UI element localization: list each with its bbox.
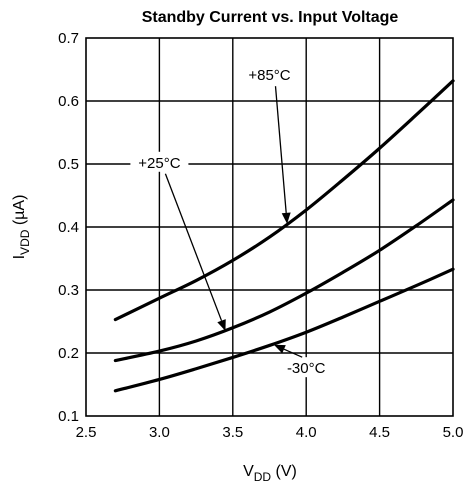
- x-tick-label: 3.0: [149, 424, 170, 441]
- x-axis-label: VDD (V): [243, 463, 297, 484]
- series-line-1: [113, 198, 455, 363]
- annotation-arrow-line: [164, 173, 223, 321]
- chart-title: Standby Current vs. Input Voltage: [142, 9, 399, 26]
- series-layer: [113, 79, 455, 393]
- y-tick-label: 0.5: [58, 156, 79, 173]
- annotation-arrow-line: [283, 348, 303, 358]
- y-tick-label: 0.1: [58, 408, 79, 425]
- x-tick-label: 5.0: [443, 424, 464, 441]
- annotation-bg: [130, 151, 189, 172]
- plot-frame: [85, 37, 454, 417]
- x-tick-label: 4.5: [369, 424, 390, 441]
- tick-labels: 2.5 3.0 3.5 4.0 4.5 5.0 0.1 0.2 0.3 0.4 0.5 0.6 0.7: [58, 30, 463, 441]
- y-tick-label: 0.7: [58, 30, 79, 47]
- series-line-2: [113, 267, 455, 393]
- annotation-arrowhead: [281, 212, 291, 224]
- annotation-arrowhead: [273, 344, 286, 354]
- x-tick-label: 2.5: [76, 424, 97, 441]
- y-tick-label: 0.2: [58, 345, 79, 362]
- annotation-label: +25°C: [138, 155, 180, 172]
- y-tick-label: 0.3: [58, 282, 79, 299]
- y-tick-label: 0.6: [58, 93, 79, 110]
- annotation-label: +85°C: [248, 67, 290, 84]
- annotation-label: -30°C: [287, 360, 326, 377]
- annotations: +85°C +25°C -30°C: [130, 64, 336, 378]
- x-tick-label: 3.5: [222, 424, 243, 441]
- x-tick-label: 4.0: [296, 424, 317, 441]
- annotation-bg: [277, 357, 336, 378]
- y-axis-label: IVDD (µA): [11, 195, 32, 260]
- series-line-0: [113, 79, 455, 322]
- annotation-arrowhead: [217, 319, 226, 331]
- y-tick-label: 0.4: [58, 219, 79, 236]
- annotation-arrow-line: [274, 86, 287, 213]
- grid: [86, 38, 453, 416]
- annotation-bg: [240, 64, 299, 85]
